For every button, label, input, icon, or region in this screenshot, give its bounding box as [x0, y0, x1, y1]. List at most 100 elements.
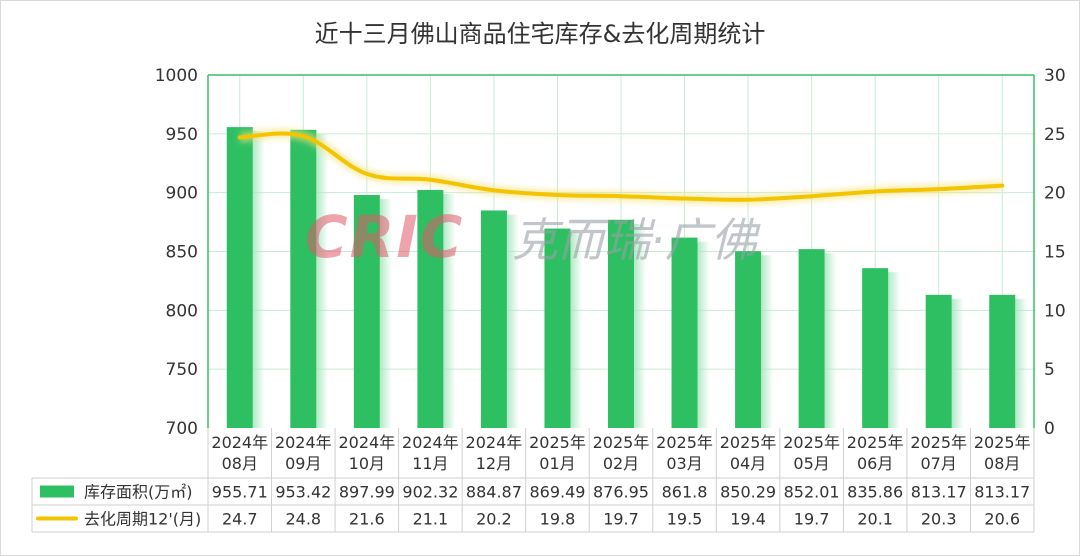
bar	[226, 127, 253, 428]
table-cell-line-value: 19.7	[794, 510, 830, 529]
y-right-tick-label: 15	[1044, 243, 1066, 263]
table-cell-line-value: 20.3	[921, 510, 957, 529]
table-cell-line-value: 20.6	[984, 510, 1020, 529]
bar-shadow	[888, 272, 901, 428]
bar-shadow	[379, 199, 392, 428]
y-left-tick-label: 850	[166, 243, 198, 263]
bar	[608, 219, 634, 428]
x-tick-label-year: 2024年	[338, 433, 395, 452]
y-left-tick-label: 900	[166, 184, 198, 204]
bar	[290, 129, 317, 428]
bar-shadow	[316, 133, 329, 428]
x-tick-label-month: 01月	[539, 454, 575, 473]
table-cell-bar-value: 897.99	[339, 483, 395, 502]
x-tick-label-month: 02月	[603, 454, 639, 473]
watermark: CRIC 克而瑞·广佛	[305, 203, 762, 271]
table-cell-line-value: 19.8	[540, 510, 576, 529]
table-cell-bar-value: 813.17	[911, 483, 967, 502]
y-left-tick-label: 950	[166, 125, 198, 145]
x-tick-label-year: 2025年	[720, 433, 777, 452]
bar	[417, 189, 444, 428]
x-tick-label-month: 08月	[984, 454, 1020, 473]
table-cell-line-value: 20.2	[476, 510, 512, 529]
table-cell-line-value: 19.5	[667, 510, 703, 529]
y-right-tick-label: 5	[1044, 360, 1055, 380]
x-tick-label-month: 08月	[222, 454, 258, 473]
table-cell-line-value: 21.1	[413, 510, 449, 529]
x-tick-label-month: 05月	[793, 454, 829, 473]
table-cell-line-value: 21.6	[349, 510, 385, 529]
table-cell-bar-value: 813.17	[974, 483, 1030, 502]
table-cell-bar-value: 955.71	[212, 483, 268, 502]
chart-title: 近十三月佛山商品住宅库存&去化周期统计	[314, 20, 766, 48]
series-line	[237, 131, 1005, 202]
table-cell-line-value: 20.1	[857, 510, 893, 529]
x-tick-label-month: 09月	[285, 454, 321, 473]
x-tick-label-month: 04月	[730, 454, 766, 473]
table-cell-bar-value: 902.32	[402, 483, 458, 502]
bar	[353, 195, 380, 428]
axis-layer: 700 750 800 850 900 950 1000 0 5 10 15 20 25 30	[155, 66, 1066, 439]
bar-layer	[226, 127, 1028, 428]
bar-shadow	[443, 193, 456, 428]
legend-label-line: 去化周期12'(月)	[84, 510, 201, 529]
x-tick-label-year: 2025年	[593, 433, 650, 452]
table-cell-bar-value: 850.29	[720, 483, 776, 502]
x-tick-label-month: 03月	[666, 454, 702, 473]
watermark-brand: CRIC	[305, 203, 464, 271]
bar	[925, 294, 952, 428]
bar-shadow	[951, 298, 964, 428]
table-cell-bar-value: 869.49	[529, 483, 585, 502]
y-right-tick-label: 25	[1044, 125, 1066, 145]
x-tick-label-year: 2025年	[783, 433, 840, 452]
table-cell-line-value: 24.7	[222, 510, 258, 529]
x-tick-label-month: 10月	[349, 454, 385, 473]
table-cell-bar-value: 861.8	[662, 483, 708, 502]
x-tick-label-month: 12月	[476, 454, 512, 473]
bar-shadow	[1015, 298, 1028, 428]
x-tick-label-year: 2024年	[402, 433, 459, 452]
bar	[989, 294, 1016, 428]
line-layer	[237, 128, 1005, 205]
y-left-tick-label: 750	[166, 360, 198, 380]
bar	[798, 249, 825, 428]
bar	[671, 237, 698, 428]
legend-label-bar: 库存面积(万㎡)	[84, 483, 193, 502]
data-table: 2024年 08月 2024年 09月 2024年 10月 2024年 11月 2024年 12月…	[31, 428, 1035, 533]
x-tick-label-year: 2024年	[275, 433, 332, 452]
bar-shadow	[506, 214, 519, 428]
table-cell-bar-value: 884.87	[466, 483, 522, 502]
y-left-tick-label: 1000	[155, 66, 198, 86]
table-cell-line-value: 19.7	[603, 510, 639, 529]
table-cell-bar-value: 852.01	[784, 483, 840, 502]
table-cell-bar-value: 835.86	[847, 483, 903, 502]
y-left-tick-label: 700	[166, 419, 198, 439]
y-right-tick-label: 0	[1044, 419, 1055, 439]
bar-shadow	[697, 241, 710, 428]
x-tick-label-year: 2025年	[974, 433, 1031, 452]
y-right-tick-label: 10	[1044, 301, 1066, 321]
y-left-tick-label: 800	[166, 301, 198, 321]
x-tick-label-year: 2025年	[847, 433, 904, 452]
bar-shadow	[761, 255, 774, 428]
y-right-tick-label: 20	[1044, 184, 1066, 204]
y-right-tick-label: 30	[1044, 66, 1066, 86]
bar	[544, 228, 571, 428]
x-tick-label-year: 2025年	[656, 433, 713, 452]
watermark-name: 克而瑞·广佛	[512, 213, 762, 267]
table-cell-line-value: 19.4	[730, 510, 766, 529]
table-cell-bar-value: 876.95	[593, 483, 649, 502]
x-tick-label-year: 2025年	[910, 433, 967, 452]
table-cell-bar-value: 953.42	[275, 483, 331, 502]
legend-key-bar	[40, 485, 74, 498]
bar	[735, 251, 762, 428]
x-tick-label-year: 2024年	[211, 433, 268, 452]
bar-shadow	[252, 131, 265, 428]
bar-shadow	[570, 232, 583, 428]
bar-shadow	[824, 253, 837, 428]
x-tick-label-month: 06月	[857, 454, 893, 473]
x-tick-label-year: 2025年	[529, 433, 586, 452]
bar	[480, 210, 507, 428]
bar	[862, 268, 889, 428]
